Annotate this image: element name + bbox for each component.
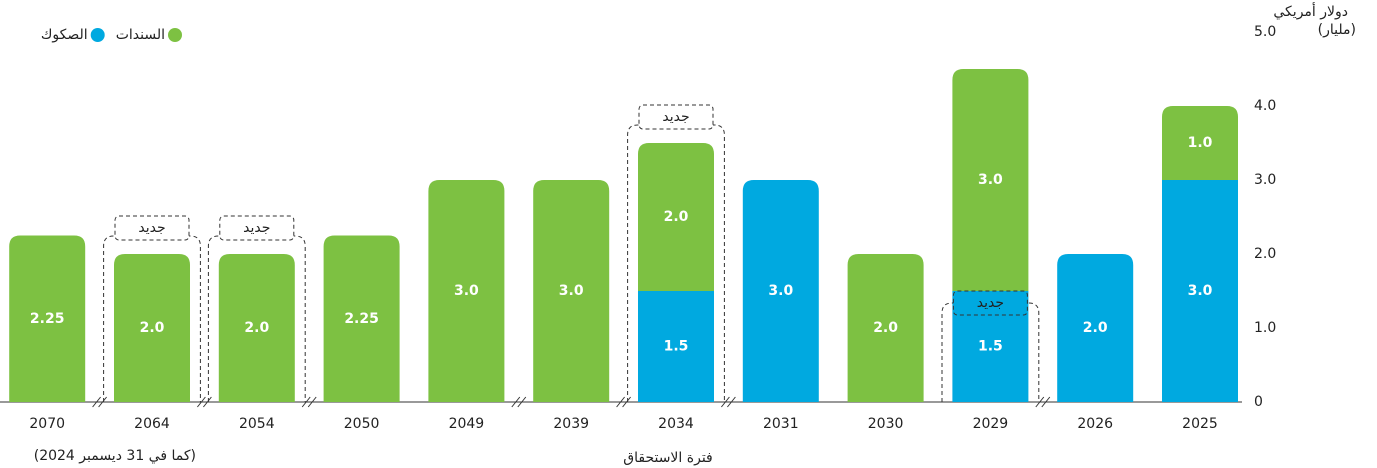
x-tick-label: 2064: [134, 416, 170, 432]
axis-break: [92, 396, 101, 408]
axis-break: [301, 396, 311, 408]
legend-label: الصكوك: [41, 27, 88, 43]
value-label: 2.0: [140, 320, 165, 336]
value-label: 2.25: [30, 311, 65, 327]
axis-break: [517, 396, 527, 408]
value-label: 1.5: [664, 339, 689, 355]
y-tick-label: 3.0: [1254, 172, 1276, 188]
x-tick-label: 2025: [1182, 416, 1218, 432]
x-tick-label: 2029: [973, 416, 1009, 432]
legend-label: السندات: [116, 27, 165, 43]
annotation-label-box: [114, 215, 190, 241]
y-tick-label: 5.0: [1254, 24, 1276, 40]
value-label: 2.0: [664, 209, 689, 225]
bar-segment: [952, 291, 1029, 402]
axis-break: [727, 396, 736, 408]
value-label: 3.0: [559, 283, 584, 299]
bar-segment: [533, 180, 610, 402]
x-tick-label: 2030: [868, 416, 904, 432]
x-tick-label: 2039: [553, 416, 589, 432]
bar-segment: [1162, 106, 1238, 180]
legend-marker: [168, 28, 182, 42]
annotation: جديد: [662, 109, 689, 125]
axis-break: [622, 396, 631, 408]
bar-segment: [1162, 180, 1238, 402]
bar-segment: [9, 235, 86, 402]
x-tick-label: 2054: [239, 416, 275, 432]
axis-break: [1041, 396, 1051, 408]
bar-segment: [323, 235, 400, 402]
y-tick-label: 4.0: [1254, 98, 1276, 114]
annotation-label-box: [219, 215, 295, 241]
y-tick-label: 1.0: [1254, 320, 1276, 336]
axis-break: [307, 396, 317, 408]
value-label: 1.5: [978, 339, 1003, 355]
bar-segment: [114, 254, 190, 402]
bar-segment: [638, 143, 714, 291]
annotation-box: [627, 124, 725, 402]
axis-break: [98, 396, 107, 408]
x-tick-label: 2031: [763, 416, 799, 432]
annotation: جديد: [243, 220, 270, 236]
bar-segment: [1057, 254, 1134, 402]
value-label: 3.0: [1188, 283, 1213, 299]
y-tick-label: 0: [1254, 394, 1263, 410]
annotation-label-box: [952, 290, 1028, 316]
bar-segment: [847, 254, 924, 402]
axis-break: [197, 396, 206, 408]
x-tick-label: 2034: [658, 416, 694, 432]
annotation: جديد: [138, 220, 165, 236]
value-label: 2.25: [344, 311, 379, 327]
note: (كما في 31 ديسمبر 2024): [34, 448, 196, 464]
bar-segment: [218, 254, 295, 402]
annotation: جديد: [977, 295, 1004, 311]
axis-break: [1035, 396, 1045, 408]
axis-break: [721, 396, 730, 408]
x-tick-label: 2026: [1077, 416, 1113, 432]
x-tick-label: 2049: [449, 416, 485, 432]
bar-segment: [428, 180, 505, 402]
x-tick-label: 2050: [344, 416, 380, 432]
value-label: 2.0: [1083, 320, 1108, 336]
legend-marker: [90, 28, 105, 42]
x-axis-label: فترة الاستحقاق: [623, 450, 713, 466]
axis-break: [616, 396, 625, 408]
value-label: 3.0: [978, 172, 1003, 188]
bar-segment: [638, 291, 714, 402]
bar-segment: [742, 180, 819, 402]
x-tick-label: 2070: [29, 416, 65, 432]
axis-break: [511, 396, 521, 408]
value-label: 3.0: [768, 283, 793, 299]
y-axis-label: (مليار): [1318, 22, 1356, 38]
y-tick-label: 2.0: [1254, 246, 1276, 262]
value-label: 3.0: [454, 283, 479, 299]
bar-segment: [952, 69, 1029, 291]
y-axis-label: دولار أمريكي: [1273, 2, 1348, 20]
axis-break: [203, 396, 212, 408]
value-label: 2.0: [244, 320, 269, 336]
value-label: 1.0: [1188, 135, 1213, 151]
annotation-label-box: [638, 104, 714, 130]
value-label: 2.0: [873, 320, 898, 336]
